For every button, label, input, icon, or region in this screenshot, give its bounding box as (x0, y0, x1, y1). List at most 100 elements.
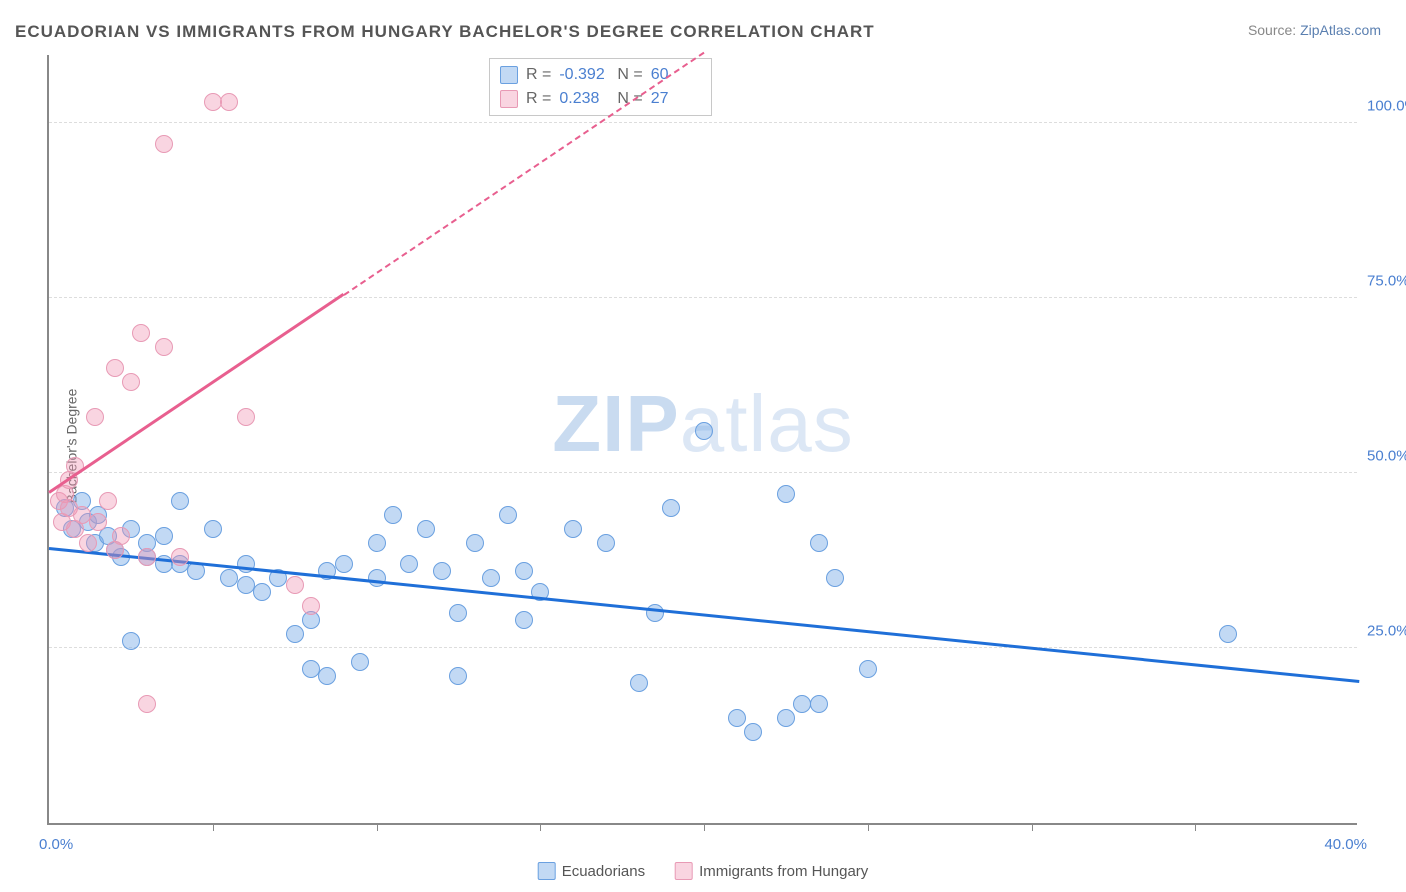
data-point (1219, 625, 1237, 643)
x-tick-mark (1032, 823, 1033, 831)
chart-plot-area: ZIPatlas R =-0.392N =60R =0.238N =27 0.0… (47, 55, 1357, 825)
data-point (253, 583, 271, 601)
x-tick-mark (377, 823, 378, 831)
x-tick-mark (540, 823, 541, 831)
data-point (400, 555, 418, 573)
data-point (466, 534, 484, 552)
data-point (368, 569, 386, 587)
data-point (646, 604, 664, 622)
source-attribution: Source: ZipAtlas.com (1248, 22, 1381, 38)
data-point (122, 632, 140, 650)
x-tick-mark (213, 823, 214, 831)
source-label: Source: (1248, 22, 1300, 38)
data-point (86, 408, 104, 426)
gridline (49, 647, 1357, 648)
data-point (417, 520, 435, 538)
data-point (449, 604, 467, 622)
data-point (515, 562, 533, 580)
legend-label-1: Ecuadorians (562, 863, 645, 880)
data-point (237, 576, 255, 594)
watermark-zip: ZIP (552, 379, 679, 468)
data-point (155, 527, 173, 545)
gridline (49, 297, 1357, 298)
chart-title: ECUADORIAN VS IMMIGRANTS FROM HUNGARY BA… (15, 22, 875, 42)
data-point (204, 520, 222, 538)
x-tick-mark (1195, 823, 1196, 831)
data-point (138, 695, 156, 713)
stats-r-value: 0.238 (559, 87, 609, 111)
data-point (433, 562, 451, 580)
data-point (220, 93, 238, 111)
stats-r-label: R = (526, 87, 551, 111)
data-point (220, 569, 238, 587)
data-point (810, 695, 828, 713)
stats-r-label: R = (526, 63, 551, 87)
data-point (777, 485, 795, 503)
data-point (318, 667, 336, 685)
y-tick-label: 25.0% (1367, 623, 1406, 640)
data-point (810, 534, 828, 552)
legend-item-hungary: Immigrants from Hungary (675, 862, 868, 880)
regression-line (49, 547, 1359, 683)
data-point (138, 548, 156, 566)
data-point (302, 660, 320, 678)
regression-line (48, 293, 344, 494)
data-point (662, 499, 680, 517)
legend-label-2: Immigrants from Hungary (699, 863, 868, 880)
data-point (630, 674, 648, 692)
data-point (368, 534, 386, 552)
data-point (302, 597, 320, 615)
legend-item-ecuadorians: Ecuadorians (538, 862, 645, 880)
data-point (482, 569, 500, 587)
stats-n-label: N = (617, 63, 642, 87)
data-point (155, 338, 173, 356)
data-point (859, 660, 877, 678)
data-point (171, 548, 189, 566)
source-link[interactable]: ZipAtlas.com (1300, 22, 1381, 38)
y-tick-label: 100.0% (1367, 98, 1406, 115)
data-point (449, 667, 467, 685)
stats-legend-box: R =-0.392N =60R =0.238N =27 (489, 58, 712, 116)
stats-row: R =0.238N =27 (500, 87, 701, 111)
stats-n-value: 27 (651, 87, 701, 111)
data-point (286, 576, 304, 594)
data-point (826, 569, 844, 587)
data-point (99, 492, 117, 510)
data-point (744, 723, 762, 741)
stats-r-value: -0.392 (559, 63, 609, 87)
data-point (351, 653, 369, 671)
data-point (728, 709, 746, 727)
x-tick-mark (704, 823, 705, 831)
data-point (112, 527, 130, 545)
data-point (89, 513, 107, 531)
gridline (49, 122, 1357, 123)
data-point (564, 520, 582, 538)
data-point (106, 359, 124, 377)
x-axis-max-label: 40.0% (1324, 836, 1367, 853)
data-point (122, 373, 140, 391)
data-point (155, 135, 173, 153)
x-tick-mark (868, 823, 869, 831)
legend: Ecuadorians Immigrants from Hungary (538, 862, 869, 880)
data-point (793, 695, 811, 713)
data-point (777, 709, 795, 727)
gridline (49, 472, 1357, 473)
data-point (335, 555, 353, 573)
data-point (286, 625, 304, 643)
data-point (204, 93, 222, 111)
data-point (171, 492, 189, 510)
data-point (132, 324, 150, 342)
data-point (237, 408, 255, 426)
data-point (597, 534, 615, 552)
data-point (499, 506, 517, 524)
stats-swatch (500, 66, 518, 84)
data-point (384, 506, 402, 524)
y-tick-label: 75.0% (1367, 273, 1406, 290)
legend-swatch-1 (538, 862, 556, 880)
data-point (695, 422, 713, 440)
stats-swatch (500, 90, 518, 108)
data-point (73, 506, 91, 524)
data-point (515, 611, 533, 629)
legend-swatch-2 (675, 862, 693, 880)
x-axis-min-label: 0.0% (39, 836, 73, 853)
